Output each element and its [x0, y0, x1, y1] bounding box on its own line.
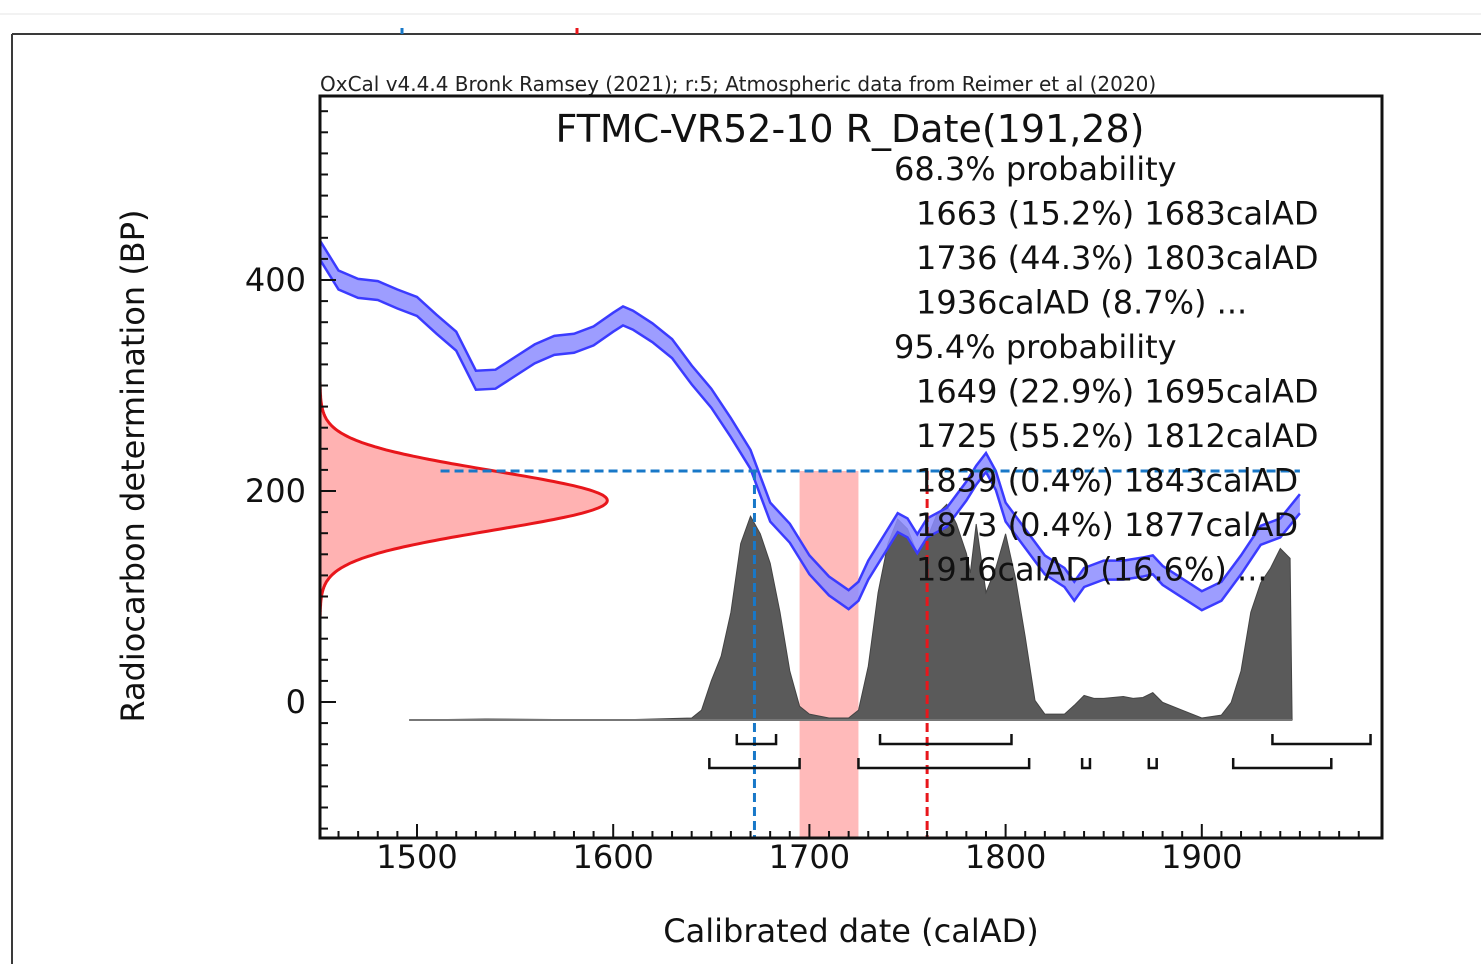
guide-lines-layer	[440, 469, 1300, 838]
plot-area	[320, 238, 1372, 838]
x-tick-label: 1500	[376, 838, 457, 876]
range-bars-layer	[708, 734, 1372, 770]
probability-range-item: 1916calAD (16.6%) ...	[916, 551, 1268, 589]
probability-header-1: 95.4% probability	[894, 328, 1177, 366]
probability-range-item: 1736 (44.3%) 1803calAD	[916, 239, 1318, 277]
calibrated-distribution-layer	[409, 503, 1293, 721]
x-tick-label: 1900	[1161, 838, 1242, 876]
x-tick-label: 1700	[769, 838, 850, 876]
radiocarbon-distribution-layer	[320, 382, 609, 619]
probability-range-item: 1936calAD (8.7%) ...	[916, 284, 1247, 322]
range-bar-68-1	[878, 734, 1013, 746]
probability-range-item: 1663 (15.2%) 1683calAD	[916, 195, 1318, 233]
calibrated-distribution	[409, 503, 1293, 721]
range-bar-95-3	[1147, 758, 1158, 770]
y-tick-label: 0	[286, 683, 306, 721]
range-bar-95-0	[708, 758, 801, 770]
chart-caption: OxCal v4.4.4 Bronk Ramsey (2021); r:5; A…	[320, 72, 1156, 96]
y-axis-label: Radiocarbon determination (BP)	[114, 209, 152, 722]
probability-range-item: 1873 (0.4%) 1877calAD	[916, 506, 1298, 544]
window-background	[0, 13, 1481, 964]
range-bar-68-0	[735, 734, 778, 746]
highlight-band	[799, 470, 859, 838]
radiocarbon-distribution-fill	[320, 382, 608, 619]
x-tick-label: 1800	[965, 838, 1046, 876]
y-tick-label: 400	[245, 261, 306, 299]
radiocarbon-distribution-outline	[320, 382, 609, 619]
highlight-band-layer	[799, 470, 859, 838]
calibration-curve-lower	[320, 257, 1301, 612]
x-tick-label: 1600	[572, 838, 653, 876]
probability-ranges: 68.3% probability 1663 (15.2%) 1683calAD 1…	[894, 150, 1318, 589]
calibration-curve-upper	[320, 238, 1301, 593]
range-bar-95-1	[857, 758, 1031, 770]
range-bar-95-4	[1231, 758, 1333, 770]
plot-border	[318, 94, 1384, 840]
range-bar-68-2	[1271, 734, 1372, 746]
y-tick-label: 200	[245, 472, 306, 510]
calibration-curve-layer	[320, 238, 1301, 612]
chart-title: FTMC-VR52-10 R_Date(191,28)	[556, 107, 1145, 151]
probability-range-item: 1839 (0.4%) 1843calAD	[916, 462, 1298, 500]
probability-range-item: 1649 (22.9%) 1695calAD	[916, 373, 1318, 411]
probability-header-0: 68.3% probability	[894, 150, 1177, 188]
x-axis-label: Calibrated date (calAD)	[663, 912, 1038, 950]
probability-range-item: 1725 (55.2%) 1812calAD	[916, 417, 1318, 455]
range-bar-95-2	[1080, 758, 1092, 770]
axis-ticks-layer: 1500 1600 1700 1800 1900 0 200 400	[245, 110, 1360, 876]
